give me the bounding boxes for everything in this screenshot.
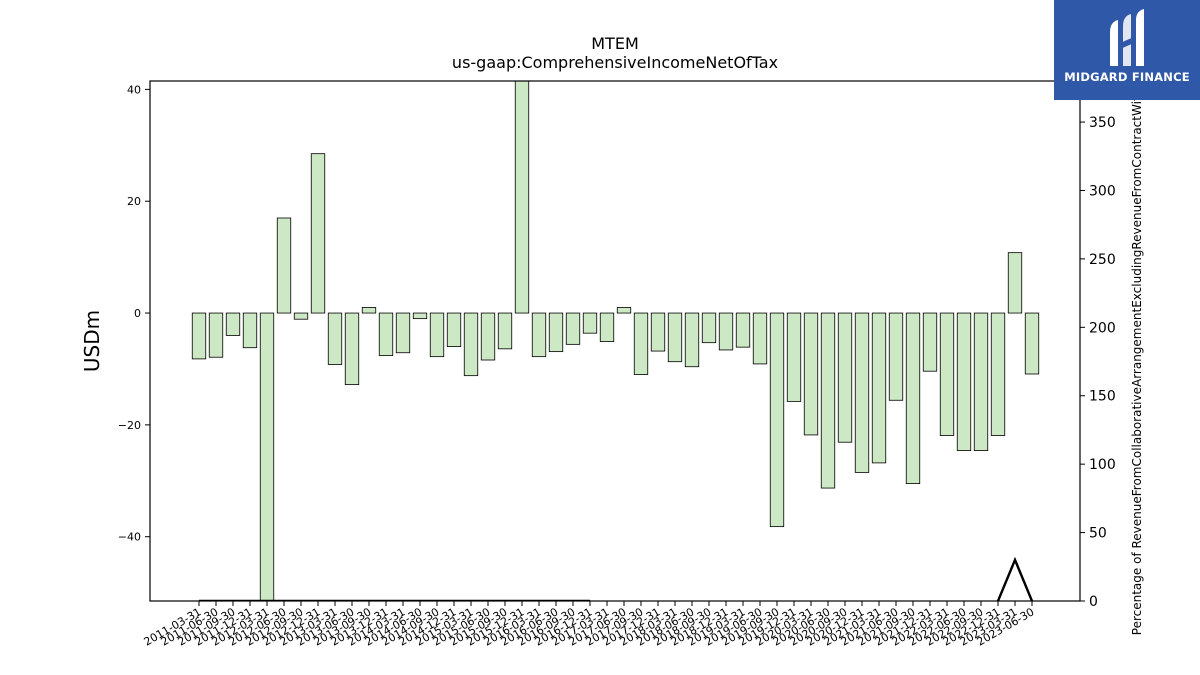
y-tick-label: −40 xyxy=(118,531,141,544)
bars-layer xyxy=(191,81,1040,601)
bar-2021-03-31 xyxy=(871,312,887,464)
bar-2023-03-31 xyxy=(1007,252,1023,314)
y-tick-label: 40 xyxy=(127,83,141,96)
y2-tick-label: 150 xyxy=(1089,389,1116,405)
bar-2022-12-31 xyxy=(990,312,1006,436)
bar-2012-09-30 xyxy=(293,312,309,320)
y-tick-label: 20 xyxy=(127,195,141,208)
bar-2022-09-30 xyxy=(973,312,989,451)
bar-2014-12-31 xyxy=(446,312,462,347)
bar-2013-12-31 xyxy=(378,312,394,356)
bar-2011-09-30 xyxy=(225,312,241,336)
bar-2020-06-30 xyxy=(820,312,836,489)
bar-2012-12-31 xyxy=(310,153,326,314)
bar-2023-06-30 xyxy=(1024,312,1040,375)
chart-subtitle: us-gaap:ComprehensiveIncomeNetOfTax xyxy=(452,53,778,72)
bar-2014-03-31 xyxy=(395,312,411,354)
bar-2021-09-30 xyxy=(905,312,921,484)
percentage-line xyxy=(199,556,1034,601)
bar-2020-03-31 xyxy=(803,312,819,436)
bar-2015-06-30 xyxy=(480,312,496,361)
y2-tick-label: 200 xyxy=(1089,320,1116,336)
line-layer xyxy=(199,556,1034,601)
bar-2016-09-30 xyxy=(565,312,581,345)
axes-layer: 40200−20−400501001502002503003502011-03-… xyxy=(118,80,1116,649)
y2-tick-label: 0 xyxy=(1089,594,1098,610)
bar-2022-03-31 xyxy=(939,312,955,436)
y-tick-label: 0 xyxy=(134,307,141,320)
y2-tick-label: 250 xyxy=(1089,252,1116,268)
bar-2012-06-30 xyxy=(276,217,292,314)
y2-axis-label: Percentage of RevenueFromCollaborativeAr… xyxy=(1130,89,1144,635)
bar-2022-06-30 xyxy=(956,312,972,451)
bar-2019-06-30 xyxy=(752,312,768,365)
logo-text: MIDGARD FINANCE xyxy=(1064,70,1190,84)
bar-2015-09-30 xyxy=(497,312,513,350)
bar-2018-09-30 xyxy=(701,312,717,344)
y-tick-label: −20 xyxy=(118,419,141,432)
bar-2016-06-30 xyxy=(548,312,564,353)
bar-2014-09-30 xyxy=(429,312,445,358)
bar-2021-12-31 xyxy=(922,312,938,372)
bar-2013-06-30 xyxy=(344,312,360,386)
bar-2015-12-31 xyxy=(514,81,530,314)
chart-title: MTEM xyxy=(591,34,639,53)
bar-2017-03-31 xyxy=(599,312,615,342)
bar-2019-03-31 xyxy=(735,312,751,348)
y2-tick-label: 300 xyxy=(1089,183,1116,199)
bar-2012-03-31 xyxy=(259,312,275,601)
bar-2013-03-31 xyxy=(327,312,343,365)
bar-2020-12-31 xyxy=(854,312,870,473)
brand-logo: MIDGARD FINANCE xyxy=(1054,0,1200,100)
bar-2019-09-30 xyxy=(769,312,785,528)
y-axis-label: USDm xyxy=(80,310,104,372)
bar-2011-03-31 xyxy=(191,312,207,360)
bar-2013-09-30 xyxy=(361,307,377,314)
bar-2016-03-31 xyxy=(531,312,547,358)
bar-2021-06-30 xyxy=(888,312,904,401)
bar-2017-12-31 xyxy=(650,312,666,352)
bar-2015-03-31 xyxy=(463,312,479,377)
bar-2017-09-30 xyxy=(633,312,649,375)
bar-2014-06-30 xyxy=(412,312,428,320)
bar-2016-12-31 xyxy=(582,312,598,334)
bar-2018-12-31 xyxy=(718,312,734,351)
y2-tick-label: 100 xyxy=(1089,457,1116,473)
bar-2011-12-31 xyxy=(242,312,258,349)
y2-tick-label: 50 xyxy=(1089,526,1107,542)
bar-2019-12-31 xyxy=(786,312,802,402)
bar-2018-03-31 xyxy=(667,312,683,363)
plot-frame xyxy=(149,80,1081,602)
bar-2011-06-30 xyxy=(208,312,224,358)
bar-2017-06-30 xyxy=(616,307,632,314)
logo-mark-icon xyxy=(1110,9,1144,66)
y2-tick-label: 350 xyxy=(1089,115,1116,131)
bar-2018-06-30 xyxy=(684,312,700,368)
bar-2020-09-30 xyxy=(837,312,853,443)
